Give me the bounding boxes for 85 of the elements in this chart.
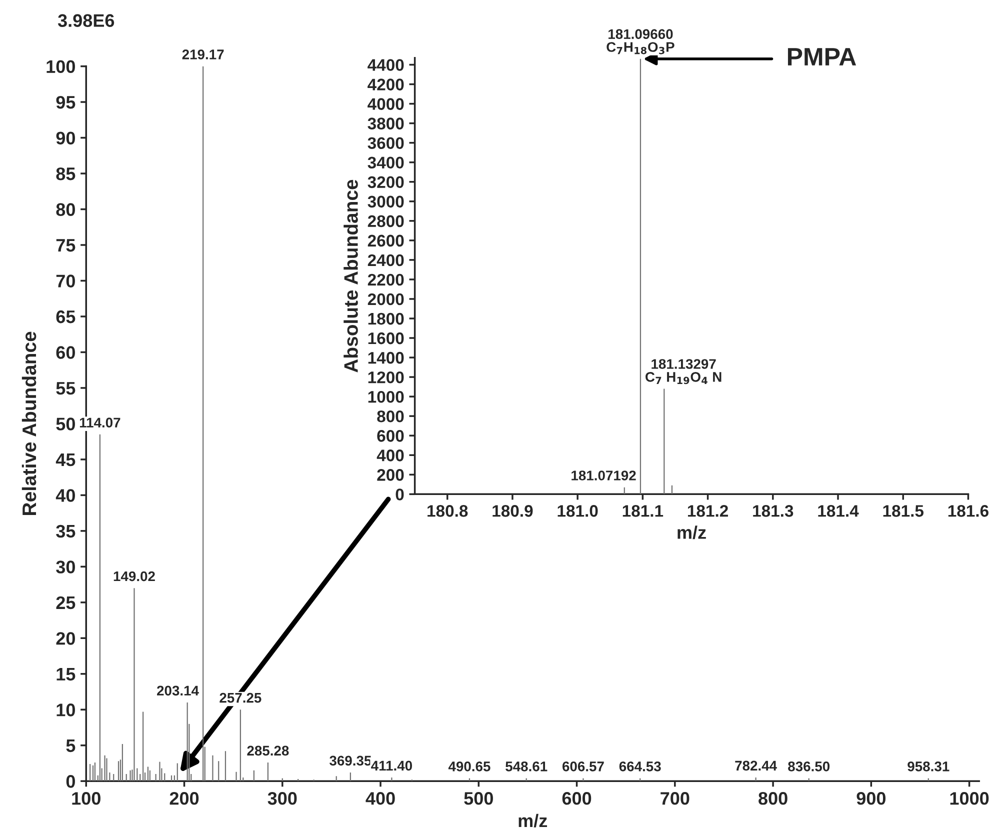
y-tick-label: 50 (56, 418, 75, 430)
annotation: 114.07 (80, 418, 120, 428)
x-tick-label: 180.9 (492, 505, 533, 517)
x-tick-label: 181.4 (818, 505, 859, 517)
y-tick-label: 30 (56, 560, 75, 574)
annotation: 369.35 (330, 756, 372, 766)
x-tick-label: 181.6 (948, 505, 988, 517)
y-tick-label: 5 (66, 739, 76, 752)
x-tick-label: 600 (562, 792, 592, 805)
x-tick-label: 180.8 (428, 505, 468, 517)
annotation: 782.44 (735, 760, 777, 771)
annotation: 181.09660 C$_{7}$H$_{18}$O$_{3}$P (606, 29, 674, 54)
x-tick-label: 181.2 (688, 505, 728, 517)
x-tick-label: 1000 (950, 792, 989, 805)
y-tick-label: 2600 (368, 234, 404, 247)
y-tick-label: 55 (56, 382, 76, 395)
y-tick-label: 85 (56, 167, 76, 180)
annotation: 664.53 (619, 762, 661, 772)
y-tick-label: 10 (56, 704, 75, 716)
annotation: 958.31 (908, 762, 950, 772)
annotation: 836.50 (788, 762, 830, 772)
y-tick-label: 15 (56, 668, 76, 681)
x-axis-title: m/z (518, 814, 548, 828)
annotation: 285.28 (247, 746, 289, 756)
x-tick-label: 181.0 (558, 505, 598, 517)
x-tick-label: 900 (856, 792, 886, 805)
y-axis-title: Relative Abundance (22, 332, 36, 515)
annotation: 149.02 (114, 571, 155, 582)
annotation: 257.25 (220, 692, 262, 703)
y-tick-label: 3000 (368, 196, 404, 208)
y-tick-label: 2400 (368, 254, 404, 266)
y-tick-label: 400 (376, 450, 404, 462)
y-tick-label: 3200 (368, 176, 404, 188)
y-tick-label: 40 (56, 489, 75, 502)
y-tick-label: 2800 (368, 215, 404, 228)
y-tick-label: 65 (56, 310, 76, 324)
y-tick-label: 1600 (368, 332, 404, 344)
y-tick-label: 800 (377, 410, 404, 422)
y-tick-label: 80 (56, 203, 75, 216)
annotation: 606.57 (562, 762, 604, 772)
y-tick-label: 0 (66, 775, 75, 788)
y-tick-label: 2200 (368, 274, 404, 286)
x-tick-label: 300 (268, 792, 297, 805)
y-tick-label: 0 (396, 488, 404, 500)
annotation: 181.13297 C$_{7}$ H$_{19}$O$_{4}$ N (646, 359, 722, 384)
annotation: PMPA (788, 48, 856, 66)
y-tick-label: 100 (46, 60, 75, 73)
y-tick-label: 1000 (368, 390, 404, 403)
y-tick-label: 20 (56, 632, 75, 645)
y-axis-title: Absolute Abundance (344, 180, 358, 372)
y-tick-label: 90 (56, 132, 75, 144)
y-tick-label: 3800 (368, 118, 404, 130)
text: 3.98E6 (58, 14, 114, 27)
y-tick-label: 1200 (368, 371, 404, 384)
x-tick-label: 700 (660, 792, 690, 805)
y-tick-label: 3600 (368, 137, 404, 150)
annotation: 219.17 (182, 50, 224, 60)
y-tick-label: 3400 (368, 156, 404, 169)
y-tick-label: 45 (56, 454, 76, 466)
y-tick-label: 75 (56, 239, 76, 252)
annotation: 490.65 (448, 762, 490, 772)
y-tick-label: 4400 (368, 59, 404, 71)
x-tick-label: 500 (464, 792, 493, 805)
annotation: 181.07192 (572, 470, 636, 480)
annotation: 548.61 (506, 762, 548, 772)
y-tick-label: 2000 (368, 293, 404, 306)
x-tick-label: 181.3 (753, 505, 794, 517)
x-tick-label: 200 (170, 792, 199, 805)
y-tick-label: 95 (56, 96, 76, 109)
x-axis-title: m/z (678, 526, 706, 540)
y-tick-label: 4000 (368, 98, 404, 110)
x-tick-label: 181.5 (883, 505, 924, 517)
x-tick-label: 181.1 (622, 505, 664, 517)
y-tick-label: 200 (377, 469, 404, 481)
y-tick-label: 1400 (368, 352, 404, 364)
annotation: 411.40 (371, 760, 412, 771)
annotation: 203.14 (157, 686, 199, 696)
y-tick-label: 70 (56, 274, 75, 288)
y-tick-label: 4200 (368, 78, 404, 90)
y-tick-label: 35 (56, 524, 76, 538)
y-tick-label: 1800 (368, 312, 404, 325)
y-tick-label: 600 (377, 430, 404, 442)
y-tick-label: 25 (56, 596, 76, 610)
y-tick-label: 60 (56, 346, 75, 359)
x-tick-label: 800 (758, 792, 788, 805)
